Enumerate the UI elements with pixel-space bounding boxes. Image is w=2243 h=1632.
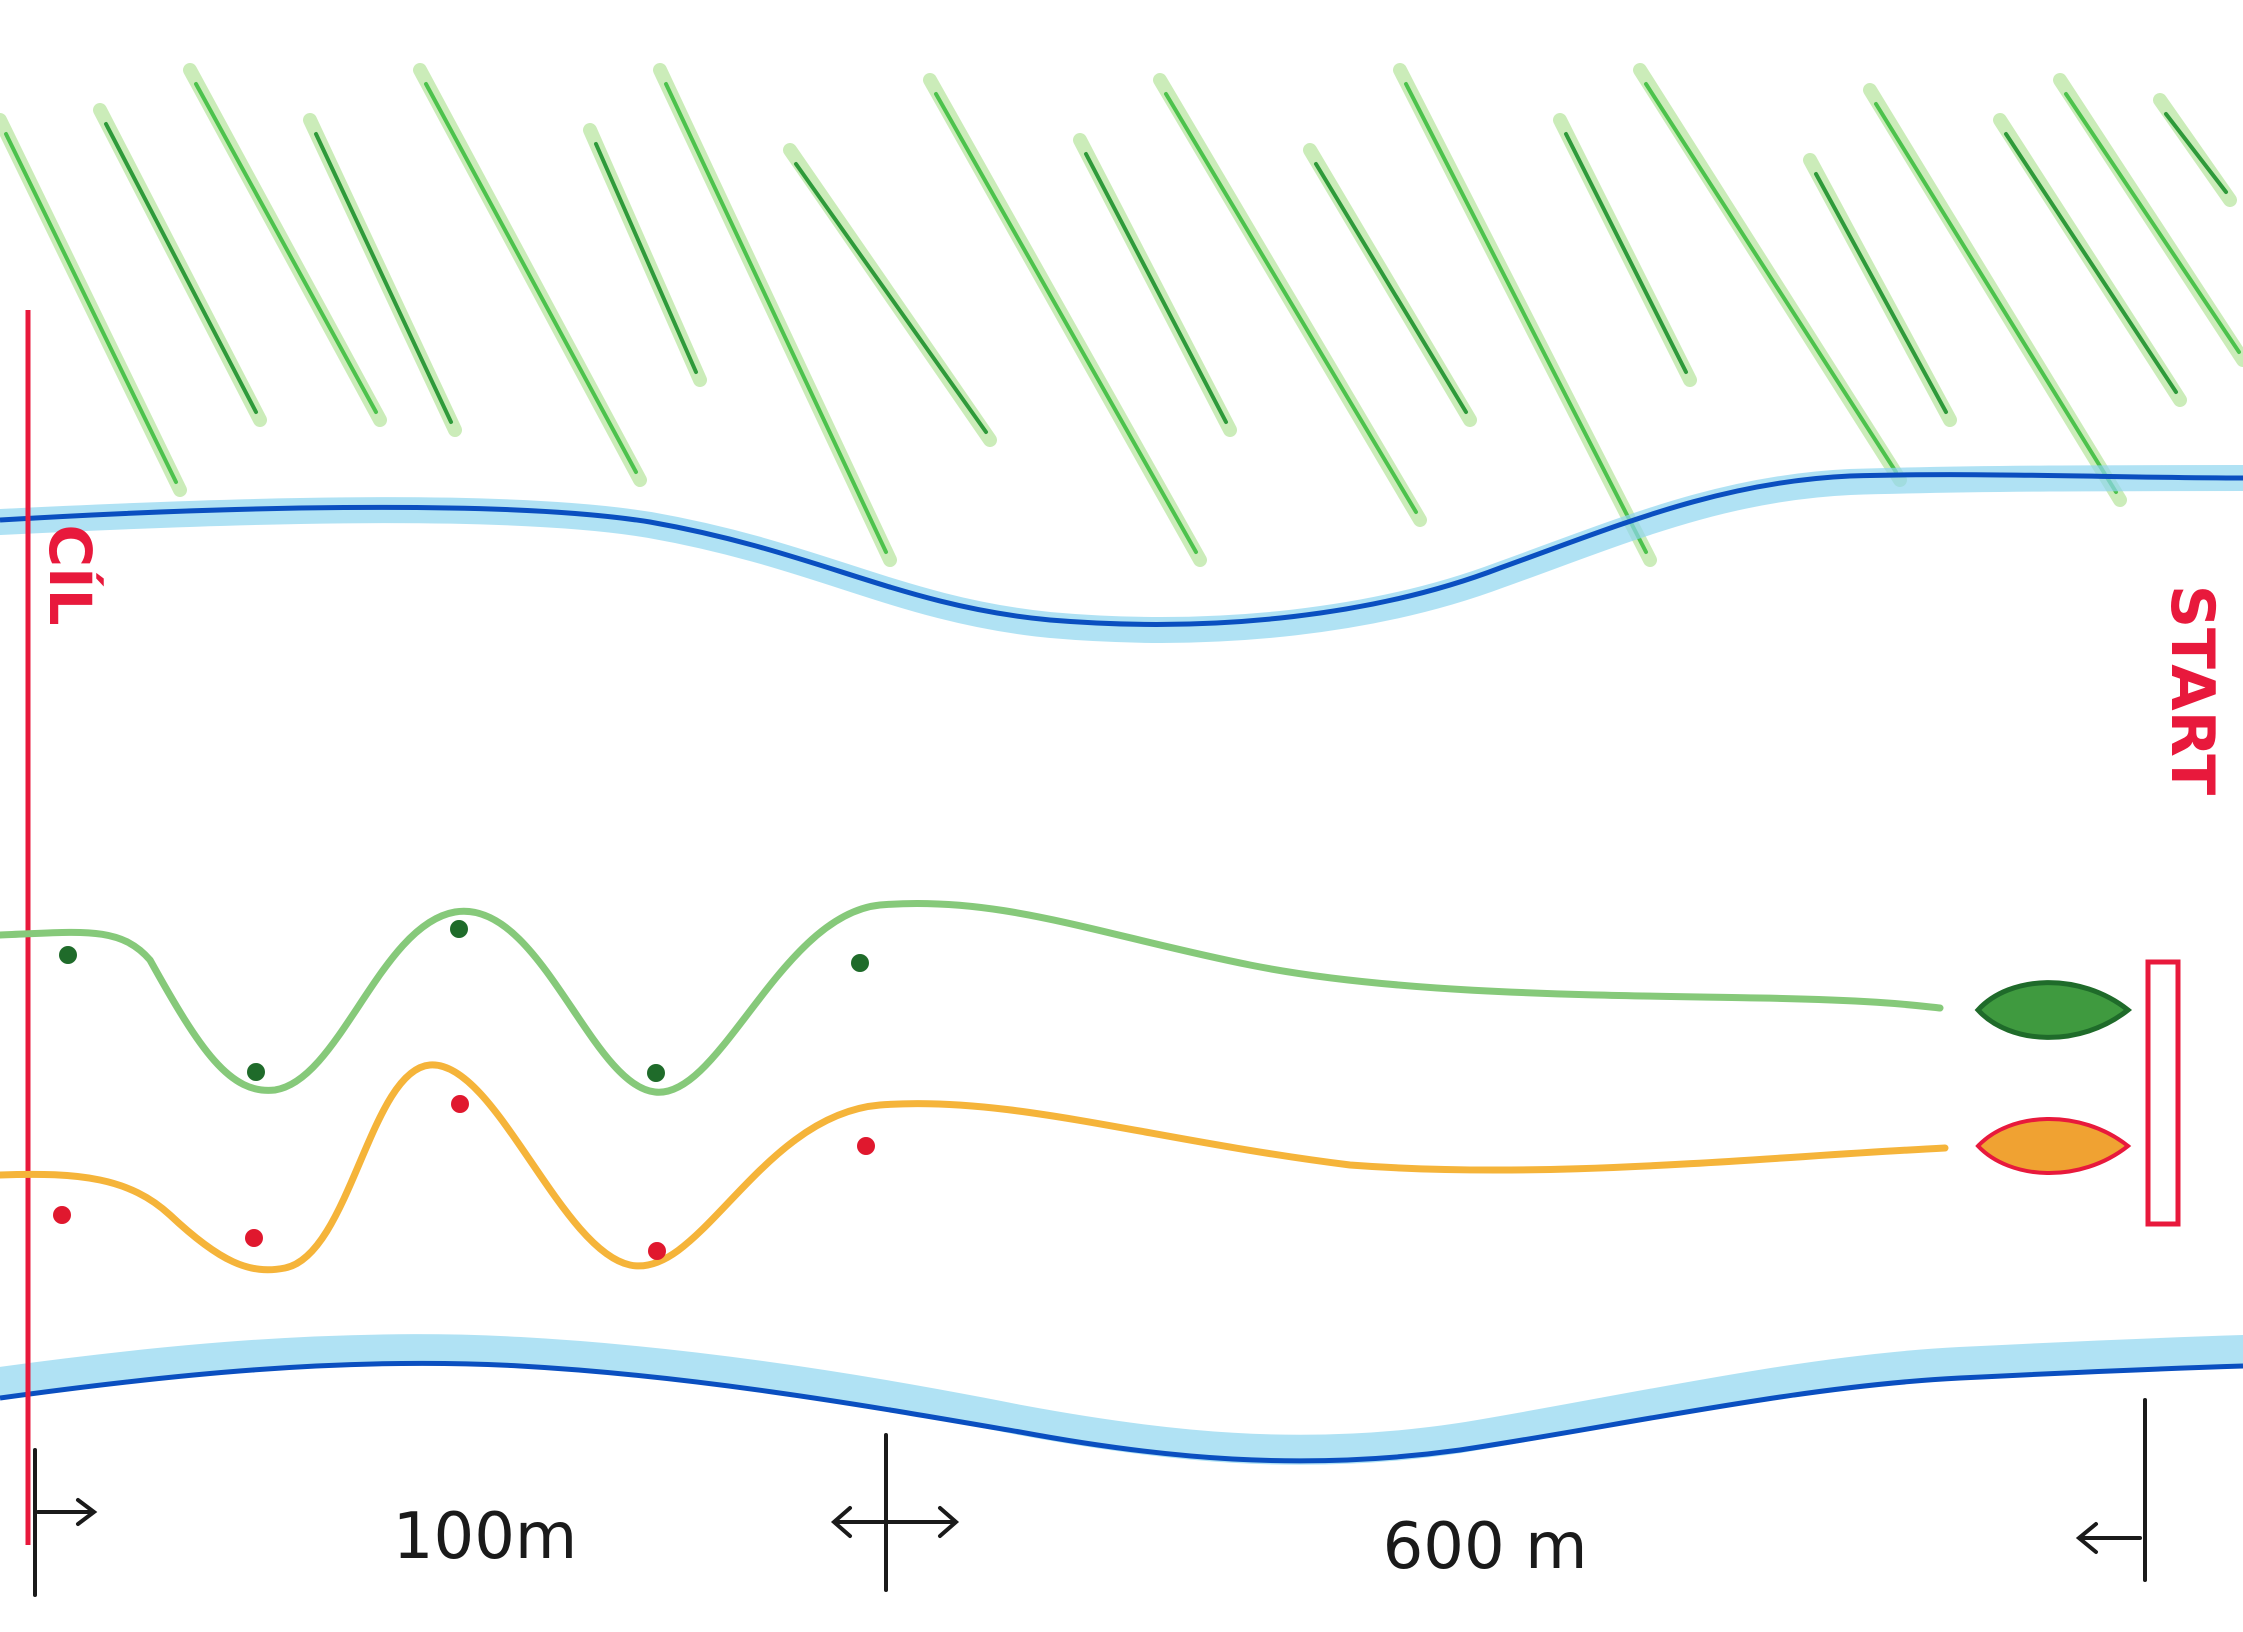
- start-label: START: [2157, 585, 2227, 795]
- grass-stroke: [934, 92, 1198, 554]
- grass-stroke: [194, 82, 378, 414]
- grass-stroke: [1404, 82, 1648, 554]
- grass-stroke: [1874, 102, 2118, 494]
- arrow-right-icon: [36, 1498, 98, 1526]
- green-buoy: [247, 1063, 265, 1081]
- grass-stroke: [314, 132, 453, 424]
- grass-stroke: [2064, 92, 2241, 354]
- distance-sprint-label: 100m: [393, 1500, 578, 1574]
- green-buoy: [59, 946, 77, 964]
- orange-boat: [1975, 1117, 2132, 1175]
- green-buoy: [450, 920, 468, 938]
- grass-stroke: [424, 82, 638, 474]
- green-buoy: [851, 954, 869, 972]
- river-lower-bank: [0, 1334, 2243, 1465]
- grass-stroke: [1314, 162, 1468, 414]
- arrow-left-icon: [2075, 1522, 2142, 1554]
- grass-stroke: [1644, 82, 1898, 474]
- red-buoy: [53, 1206, 71, 1224]
- grass-stroke: [1814, 172, 1948, 414]
- distance-scale: [33, 1398, 2147, 1597]
- grass-stroke: [4, 132, 178, 484]
- grass-stroke: [2164, 112, 2228, 194]
- grass-stroke: [1164, 92, 1418, 514]
- grass-stroke: [1564, 132, 1688, 374]
- grass-stroke: [794, 162, 988, 434]
- grass-stroke: [664, 82, 888, 554]
- green-buoy: [647, 1064, 665, 1082]
- grass-stroke: [1084, 152, 1228, 424]
- green-buoys: [59, 920, 869, 1082]
- arrow-right-icon: [886, 1506, 960, 1538]
- green-boat: [1974, 980, 2133, 1040]
- green-lane-line: [0, 899, 1944, 1096]
- grass-hatching: [0, 63, 2243, 567]
- distance-main-label: 600 m: [1383, 1510, 1588, 1584]
- grass-stroke: [594, 142, 698, 374]
- grass-stroke: [104, 122, 258, 414]
- red-buoy: [245, 1229, 263, 1247]
- red-buoy: [857, 1137, 875, 1155]
- grass-stroke: [2004, 132, 2178, 394]
- red-buoy: [648, 1242, 666, 1260]
- red-buoys: [53, 1095, 875, 1260]
- finish-label: CÍL: [36, 524, 105, 625]
- start-pontoon: [2145, 959, 2181, 1227]
- arrow-left-icon: [830, 1506, 886, 1538]
- river-upper-bank: [0, 465, 2243, 643]
- red-buoy: [451, 1095, 469, 1113]
- orange-lane-line: [0, 1061, 1949, 1274]
